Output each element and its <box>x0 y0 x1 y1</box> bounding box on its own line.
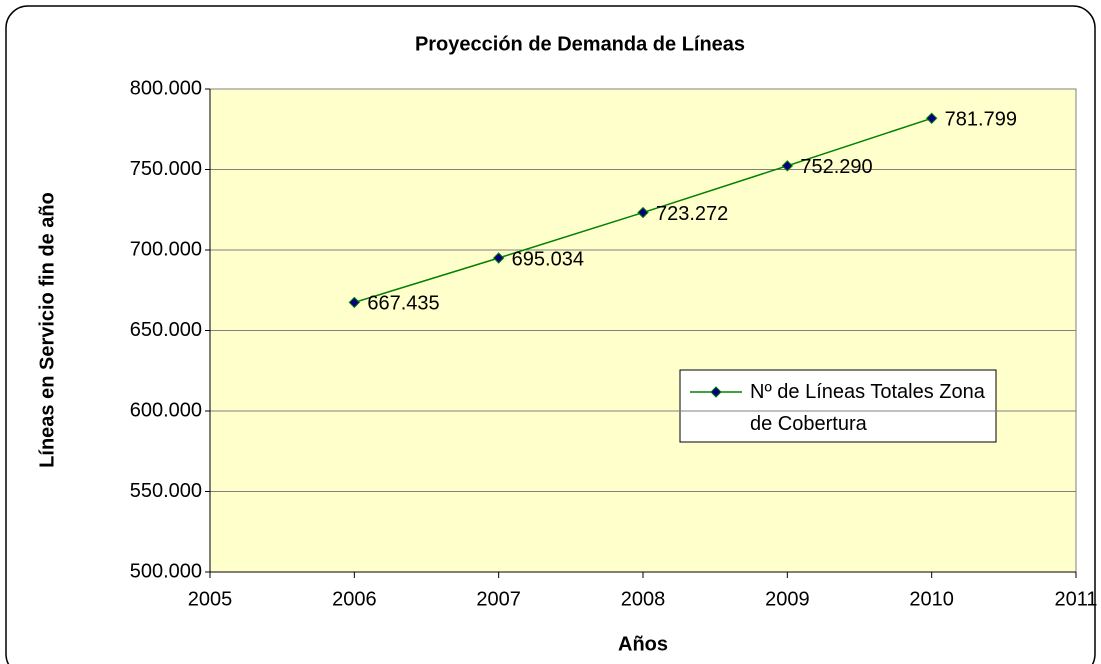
legend-label: Nº de Líneas Totales Zona de Cobertura <box>750 381 985 435</box>
x-tick-label: 2008 <box>621 588 666 610</box>
y-tick-label: 550.000 <box>130 480 202 502</box>
data-label: 723.272 <box>656 203 728 225</box>
data-label: 781.799 <box>945 109 1017 131</box>
marker <box>781 160 794 172</box>
data-label: 695.034 <box>512 248 584 270</box>
x-tick-label: 2007 <box>476 588 521 610</box>
marker <box>492 252 505 264</box>
y-tick-label: 600.000 <box>130 399 202 421</box>
x-tick-label: 2011 <box>1054 588 1097 610</box>
data-label: 752.290 <box>800 156 872 178</box>
x-tick-label: 2010 <box>909 588 954 610</box>
marker <box>637 206 649 219</box>
x-axis-label: Años <box>618 633 668 655</box>
y-tick-label: 500.000 <box>130 560 202 582</box>
legend-marker <box>710 386 722 398</box>
chart-title: Proyección de Demanda de Líneas <box>415 33 745 55</box>
marker <box>925 112 938 125</box>
data-label: 667.435 <box>367 293 439 315</box>
x-tick-label: 2005 <box>188 588 233 610</box>
y-tick-label: 800.000 <box>130 77 202 99</box>
x-tick-label: 2009 <box>765 588 810 610</box>
x-tick-label: 2006 <box>332 588 377 610</box>
y-axis-label: Líneas en Servicio fin de año <box>36 192 58 468</box>
legend-box <box>679 369 997 443</box>
y-tick-label: 750.000 <box>130 158 202 180</box>
y-tick-label: 700.000 <box>130 238 202 260</box>
y-tick-label: 650.000 <box>130 319 202 341</box>
marker <box>348 296 361 309</box>
